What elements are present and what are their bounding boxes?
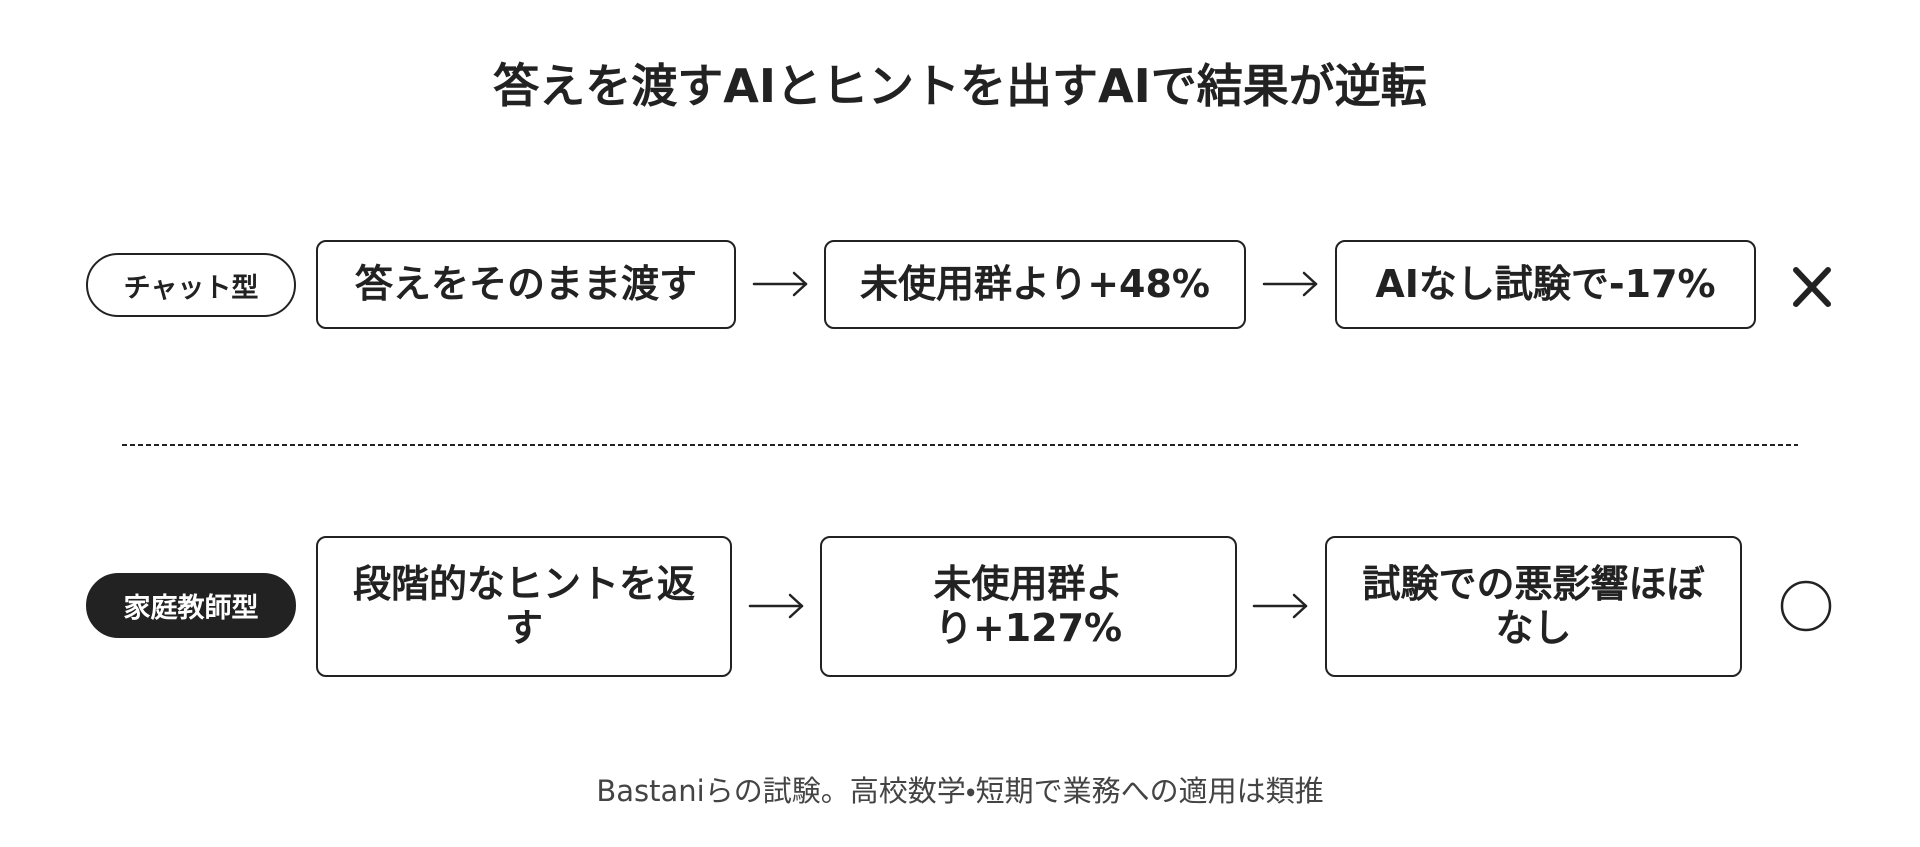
step-box: 試験での悪影響ほぼなし xyxy=(1325,536,1742,677)
arrow xyxy=(1262,271,1318,297)
footnote: Bastaniらの試験。高校数学・短期で業務への適用は類推 xyxy=(596,774,1324,808)
title: 答えを渡すAIとヒントを出すAIで結果が逆転 xyxy=(493,59,1427,113)
step-box: 未使用群より+48% xyxy=(824,240,1246,329)
step-box: 段階的なヒントを返す xyxy=(316,536,732,677)
cross-mark xyxy=(1793,267,1831,307)
row-label: 家庭教師型 xyxy=(86,573,296,638)
arrow xyxy=(1252,593,1308,619)
step-box: 答えをそのまま渡す xyxy=(316,240,736,329)
arrow xyxy=(752,271,808,297)
step-box: AIなし試験で-17% xyxy=(1335,240,1756,329)
arrow xyxy=(748,593,804,619)
row-label: チャット型 xyxy=(86,253,296,317)
step-box: 未使用群より+127% xyxy=(820,536,1237,677)
circle-mark xyxy=(1780,580,1832,632)
